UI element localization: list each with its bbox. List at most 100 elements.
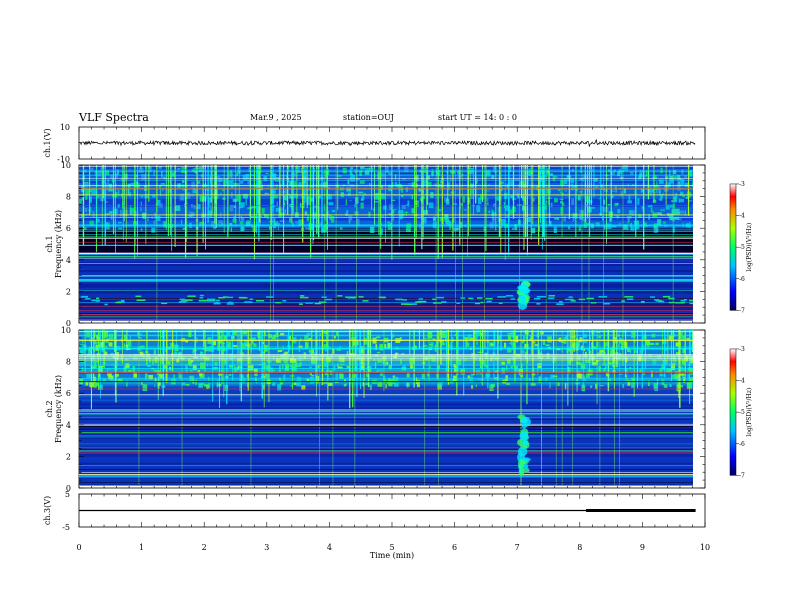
spectrogram-patch (590, 206, 595, 209)
spectrogram-patch (375, 371, 379, 373)
colorbar-tick-label: -3 (739, 181, 745, 188)
emission-patch (180, 300, 188, 302)
spectrogram-patch (639, 173, 642, 178)
spectrogram-patch (137, 332, 139, 335)
spectrogram-band (79, 188, 693, 191)
spectrogram-patch (93, 347, 95, 352)
emission-patch (201, 299, 208, 302)
spectrogram-patch (411, 208, 416, 214)
spectrogram-patch (275, 207, 281, 212)
spectrogram-patch (360, 362, 365, 370)
spectrogram-patch (409, 357, 414, 364)
spectrogram-patch (570, 178, 575, 184)
spectrogram-patch (368, 183, 371, 186)
spectrogram-band (79, 222, 693, 225)
spectrogram-patch (189, 375, 194, 382)
spectrogram-patch (388, 365, 392, 370)
spectrogram-patch (603, 367, 606, 371)
emission-patch (662, 295, 671, 298)
spectrogram-patch (375, 344, 378, 350)
spectrogram-patch (583, 348, 586, 351)
spectrogram-patch (346, 210, 349, 216)
emission-patch (624, 296, 634, 298)
spectrogram-patch (309, 351, 312, 355)
spectrogram-patch (92, 210, 95, 218)
spectrogram-patch (679, 191, 684, 196)
x-tick-label: 10 (700, 543, 710, 552)
spectrogram-patch (623, 165, 629, 171)
emission-patch (378, 296, 386, 299)
spectrogram-patch (80, 344, 85, 346)
spectrogram-patch (223, 335, 228, 341)
spectrogram-patch (309, 185, 315, 188)
spectrogram-patch (621, 175, 623, 181)
spectrogram-band (79, 456, 693, 459)
spectrogram-patch (485, 190, 490, 192)
spectrogram-patch (668, 175, 671, 179)
spectrogram-patch (595, 383, 598, 390)
spectrogram-patch (201, 165, 206, 172)
spectrogram-patch (529, 378, 531, 381)
spectrogram-ytick-label: 0 (66, 484, 71, 493)
spectrogram-patch (439, 217, 444, 222)
spectrogram-patch (454, 226, 456, 229)
spectrogram-patch (295, 363, 300, 368)
spectrogram-patch (530, 228, 533, 230)
spectrogram-patch (236, 195, 242, 202)
spectrogram-band (79, 176, 693, 180)
spectrogram-ytick-label: 8 (66, 358, 71, 367)
spectrogram-patch (508, 342, 514, 344)
spectrogram-patch (393, 209, 397, 211)
spectrogram-patch (191, 168, 196, 172)
spectrogram-patch (658, 179, 664, 184)
spectrogram-patch (135, 181, 137, 187)
spectrogram-patch (460, 368, 466, 375)
spectrogram-patch (305, 227, 309, 230)
spectrogram-patch (627, 380, 631, 386)
emission-patch (96, 297, 100, 300)
spectrogram-ytick-label: 8 (66, 193, 71, 202)
spectrogram-patch (506, 183, 509, 189)
spectrogram-patch (666, 181, 669, 189)
spectrogram-patch (360, 166, 365, 170)
spectrogram-patch (477, 205, 481, 213)
spectrogram-patch (654, 385, 659, 392)
spectrogram-patch (558, 189, 561, 192)
spectrogram-patch (423, 167, 427, 173)
spectrogram-patch (98, 373, 101, 379)
spectrogram-patch (264, 192, 269, 195)
spectrogram-patch (120, 354, 123, 361)
spectrogram-patch (83, 227, 87, 230)
spectrogram-patch (449, 224, 452, 230)
spectrogram-patch (694, 166, 695, 169)
spectrogram-patch (289, 180, 292, 186)
spectrogram-band (79, 210, 693, 213)
emission-patch (187, 295, 196, 297)
spectrogram-patch (627, 200, 633, 204)
emission-patch (337, 295, 343, 297)
spectrogram-patch (433, 216, 435, 220)
emission-patch (300, 295, 305, 297)
spectrogram-patch (391, 211, 394, 216)
spectrogram-patch (537, 367, 539, 375)
spectrogram-patch (475, 330, 480, 336)
spectrogram-patch (623, 187, 627, 194)
spectrogram-patch (224, 358, 227, 365)
emission-patch (598, 296, 608, 298)
spectrogram-patch (376, 336, 381, 339)
spectrogram-patch (507, 347, 512, 353)
spectrogram-patch (579, 190, 583, 193)
spectrogram-patch (614, 202, 618, 207)
spectrogram-patch (185, 339, 189, 343)
spectrogram-band (79, 283, 693, 286)
emission-patch (497, 296, 507, 298)
spectrogram-patch (639, 369, 642, 373)
spectrogram-patch (634, 349, 638, 354)
spectrogram-patch (293, 193, 298, 199)
spectrogram-patch (609, 216, 612, 223)
spectrogram-patch (615, 186, 617, 193)
spectrogram-patch (105, 201, 109, 203)
spectrogram-patch (423, 217, 427, 224)
spectrogram-patch (93, 381, 97, 388)
spectrogram-patch (117, 221, 122, 224)
